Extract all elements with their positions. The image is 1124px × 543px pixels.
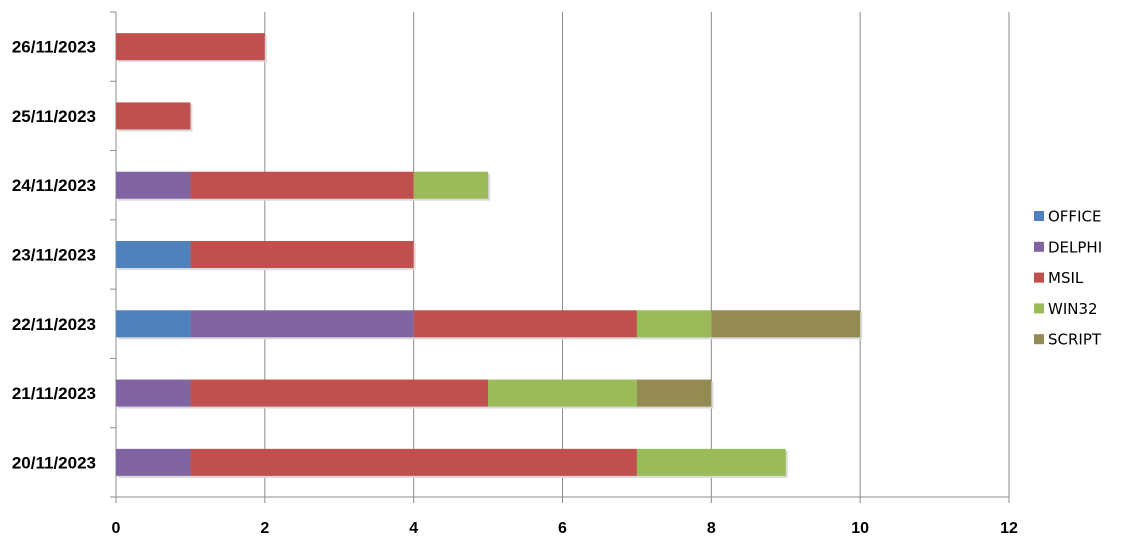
y-tick-label: 24/11/2023: [12, 176, 96, 195]
gridlines: [264, 12, 1010, 497]
y-tick-label: 23/11/2023: [12, 246, 96, 265]
x-tick-label: 4: [409, 520, 418, 537]
legend-label-msil: MSIL: [1048, 269, 1084, 287]
bar-office: [116, 310, 191, 338]
legend-swatch-delphi: [1034, 241, 1044, 252]
bar-msil: [116, 102, 191, 130]
y-tick-label: 25/11/2023: [12, 107, 96, 126]
legend-label-win32: WIN32: [1048, 300, 1098, 318]
bar-delphi: [116, 379, 191, 407]
bar-win32: [636, 310, 712, 338]
y-tick-label: 21/11/2023: [12, 384, 96, 403]
x-tick-label: 8: [707, 520, 716, 537]
y-tick-label: 26/11/2023: [12, 38, 96, 57]
legend-swatch-msil: [1034, 272, 1044, 283]
legend-label-office: OFFICE: [1048, 208, 1101, 226]
x-tick-label: 0: [112, 520, 121, 537]
bar-msil: [190, 448, 637, 476]
bar-msil: [413, 310, 637, 338]
bar-win32: [488, 379, 637, 407]
legend-swatch-win32: [1034, 303, 1044, 314]
legend-label-script: SCRIPT: [1048, 331, 1102, 349]
bar-script: [711, 310, 861, 338]
bar-delphi: [116, 171, 191, 199]
bar-msil: [190, 171, 414, 199]
bar-delphi: [190, 310, 414, 338]
y-tick-label: 20/11/2023: [12, 453, 96, 472]
bar-win32: [636, 448, 786, 476]
bar-office: [116, 241, 191, 268]
bar-msil: [116, 33, 265, 61]
x-tick-label: 2: [260, 520, 269, 537]
legend-label-delphi: DELPHI: [1048, 238, 1102, 256]
legend-swatch-office: [1034, 211, 1044, 221]
bar-msil: [190, 241, 414, 268]
legend-swatch-script: [1034, 334, 1044, 345]
x-tick-label: 6: [558, 520, 567, 537]
bars: [116, 33, 863, 478]
bar-delphi: [116, 448, 191, 476]
y-tick-label: 22/11/2023: [12, 315, 96, 334]
legend: OFFICE DELPHI MSIL WIN32 SCRIPT: [1034, 208, 1102, 349]
bar-msil: [190, 379, 489, 407]
x-tick-label: 12: [1000, 520, 1018, 537]
bar-script: [636, 379, 712, 407]
x-tick-label: 10: [851, 520, 869, 537]
bar-win32: [413, 171, 489, 199]
